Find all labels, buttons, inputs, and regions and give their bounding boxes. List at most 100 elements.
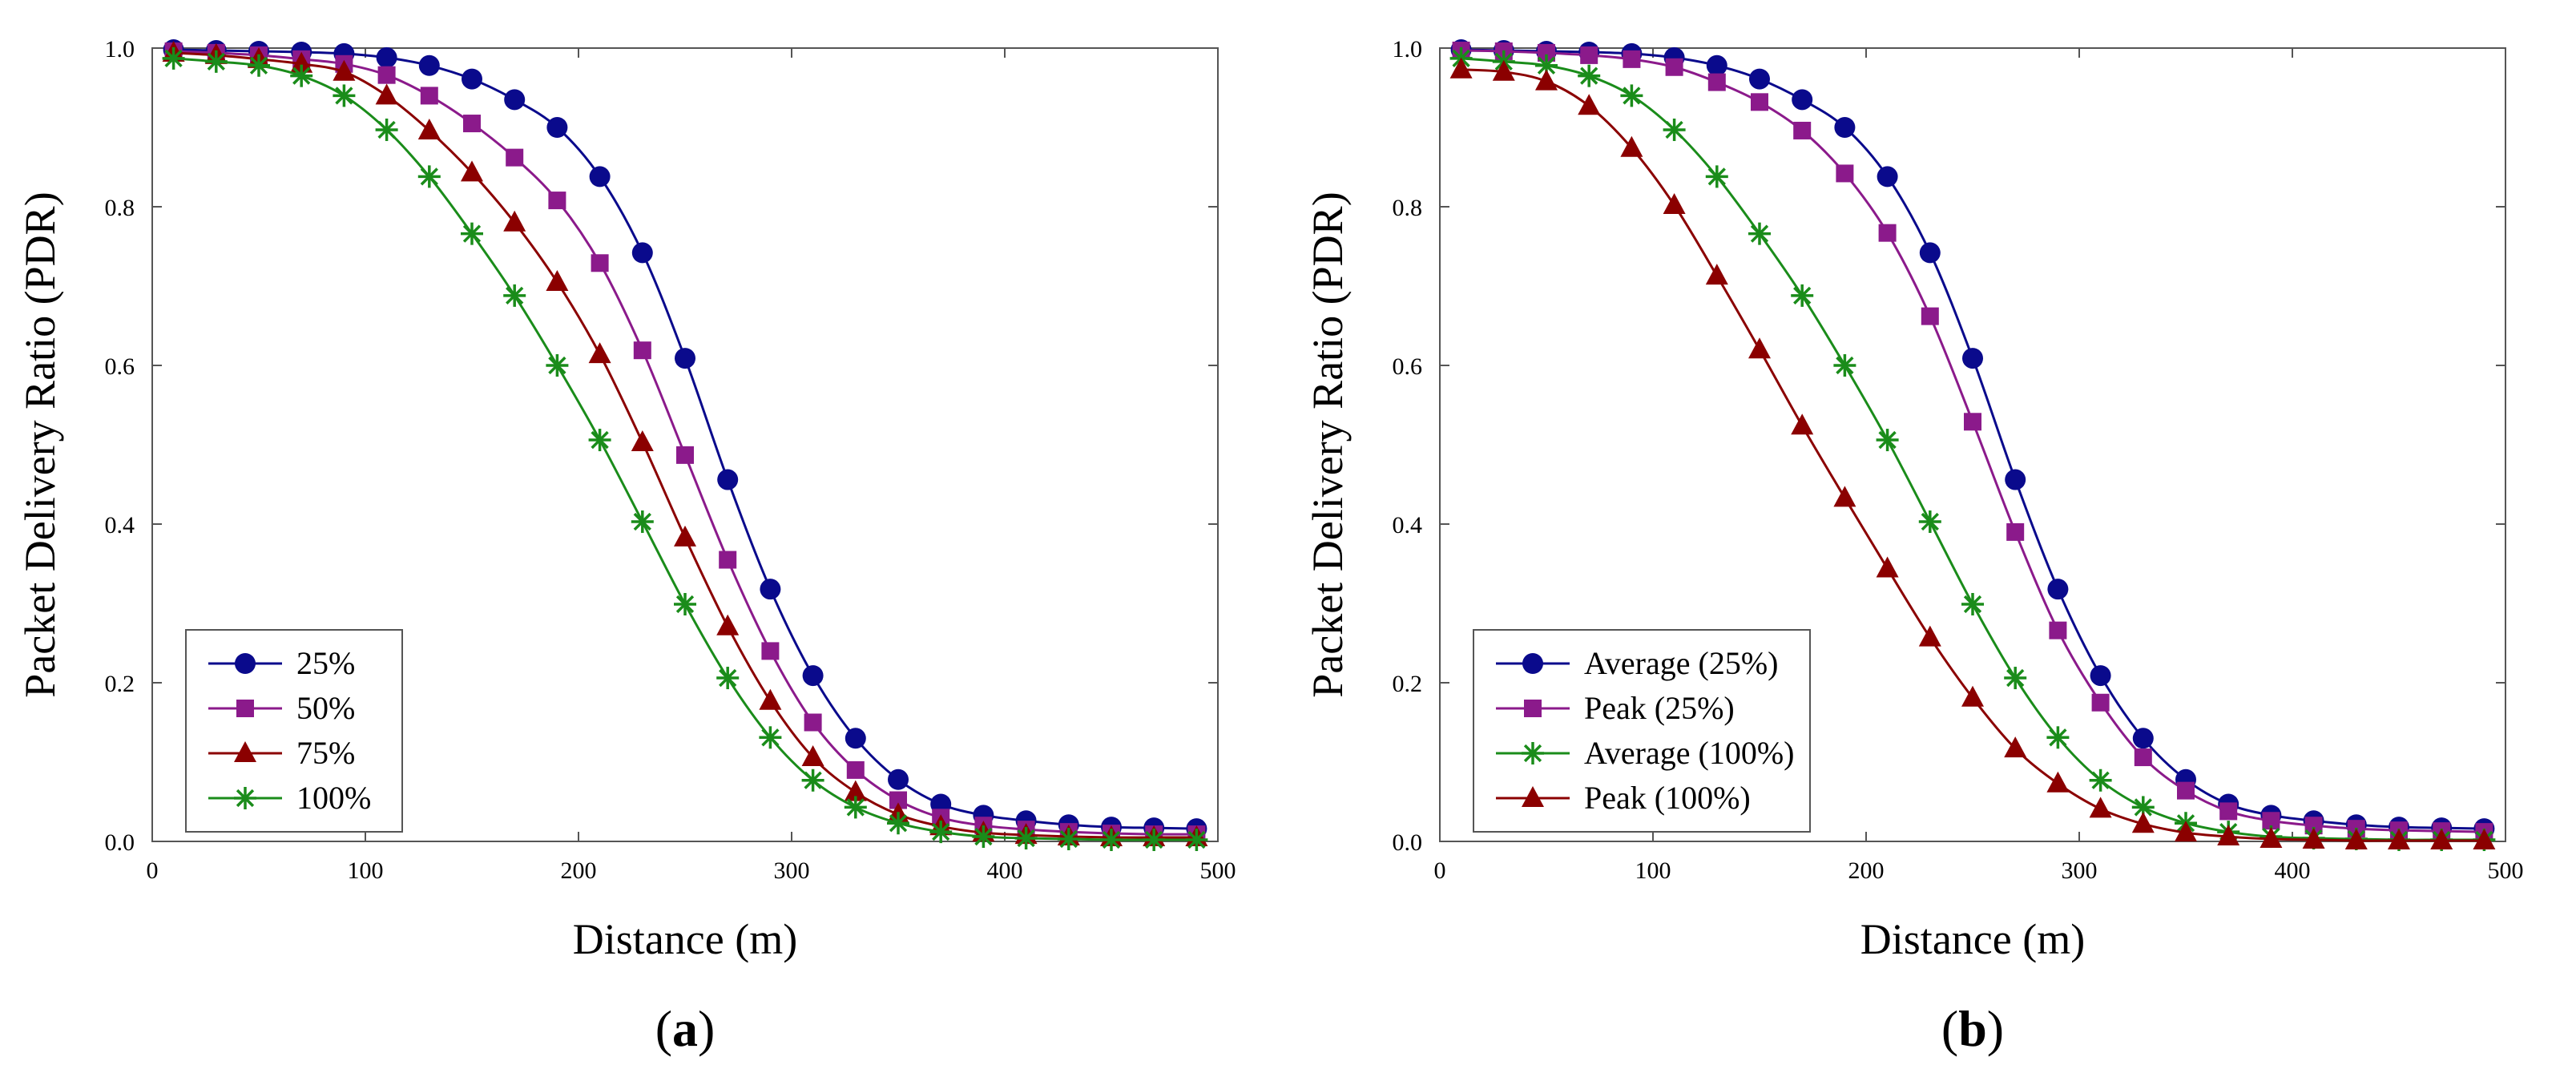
data-point	[503, 210, 526, 232]
data-point	[1834, 117, 1856, 138]
y-tick-label: 0.4	[1393, 512, 1423, 539]
data-point	[674, 525, 696, 547]
legend: 25% 50% 75% 100%	[185, 629, 403, 833]
data-point	[248, 54, 270, 77]
data-point	[461, 222, 483, 245]
y-tick-label: 0.8	[105, 195, 135, 221]
data-point	[333, 59, 356, 81]
data-point	[1449, 57, 1473, 79]
data-point	[1961, 685, 1984, 707]
data-point	[1185, 829, 1208, 852]
legend-marker	[234, 741, 256, 762]
legend-label: Average (100%)	[1584, 735, 1794, 771]
data-point	[589, 166, 611, 188]
data-point	[2302, 828, 2325, 849]
data-point	[1748, 337, 1771, 359]
data-point	[2430, 829, 2453, 850]
data-point	[546, 354, 569, 377]
data-point	[1876, 429, 1899, 452]
data-point	[760, 579, 781, 600]
data-point	[2046, 726, 2070, 749]
series-line	[173, 48, 1197, 830]
data-point	[1833, 486, 1856, 507]
legend-item: Peak (25%)	[1496, 690, 1735, 726]
y-tick-label: 1.0	[105, 36, 135, 63]
data-point	[204, 50, 228, 73]
plot-frame	[151, 47, 1219, 842]
data-point	[2260, 827, 2283, 849]
data-point	[1620, 84, 1643, 107]
x-tick-label: 400	[987, 857, 1023, 884]
data-point	[759, 726, 782, 749]
data-point	[929, 821, 953, 844]
data-point	[377, 66, 396, 84]
data-point	[844, 780, 867, 801]
data-point	[888, 768, 909, 790]
data-point	[2134, 748, 2152, 767]
data-point	[2089, 797, 2112, 818]
x-axis-title: Distance (m)	[1860, 915, 2085, 963]
legend-item: Average (100%)	[1496, 735, 1794, 771]
data-point	[674, 592, 696, 615]
y-tick-label: 0.6	[105, 353, 135, 380]
data-point	[1706, 54, 1727, 76]
legend-marker	[1522, 786, 1544, 807]
data-point	[591, 254, 609, 272]
data-point	[1918, 510, 1941, 534]
data-point	[2175, 821, 2197, 842]
plot-frame	[1439, 47, 2506, 842]
data-point	[1921, 307, 1939, 325]
legend-marker	[1522, 653, 1543, 674]
data-point	[716, 667, 740, 690]
data-point	[420, 87, 438, 105]
data-point	[631, 510, 654, 534]
data-point	[889, 791, 907, 809]
legend-item: 100%	[208, 780, 371, 816]
data-point	[631, 430, 654, 452]
data-point	[1962, 348, 1983, 369]
series-line	[173, 51, 1197, 839]
data-point	[2004, 736, 2027, 758]
data-point	[2132, 728, 2154, 749]
data-point	[1749, 68, 1770, 90]
data-point	[1620, 135, 1643, 157]
x-tick-label: 400	[2275, 857, 2311, 884]
data-point	[846, 760, 865, 779]
data-point	[290, 64, 313, 87]
data-point	[1578, 64, 1601, 87]
series-4	[162, 46, 1208, 852]
data-point	[2090, 665, 2111, 687]
data-point	[2131, 812, 2155, 833]
data-point	[2005, 469, 2026, 490]
data-point	[548, 192, 566, 210]
data-point	[1580, 46, 1598, 64]
data-point	[1535, 69, 1558, 91]
data-point	[2473, 829, 2496, 850]
legend-marker	[235, 653, 256, 674]
legend-label: Peak (25%)	[1584, 690, 1735, 726]
data-point	[290, 51, 313, 73]
legend: Average (25%) Peak (25%) Average (100%) Pea…	[1473, 629, 1811, 833]
data-point	[2091, 693, 2110, 712]
data-point	[631, 242, 653, 264]
data-point	[546, 270, 569, 292]
data-point	[588, 342, 611, 364]
series-3	[1449, 46, 2496, 852]
data-point	[162, 46, 185, 70]
data-point	[1836, 164, 1854, 183]
y-tick-label: 0.2	[1393, 671, 1423, 697]
legend-item: 25%	[208, 645, 355, 681]
data-point	[719, 551, 737, 569]
data-point	[2089, 768, 2112, 792]
data-point	[1014, 827, 1038, 850]
data-point	[1918, 625, 1941, 647]
data-point	[802, 665, 824, 687]
data-point	[1665, 58, 1683, 76]
y-tick-label: 0.0	[1393, 829, 1423, 856]
data-point	[717, 469, 739, 490]
data-point	[2006, 522, 2025, 541]
legend-item: 75%	[208, 735, 355, 771]
x-tick-label: 500	[1200, 857, 1236, 884]
data-point	[461, 160, 483, 182]
data-point	[1791, 413, 1814, 435]
